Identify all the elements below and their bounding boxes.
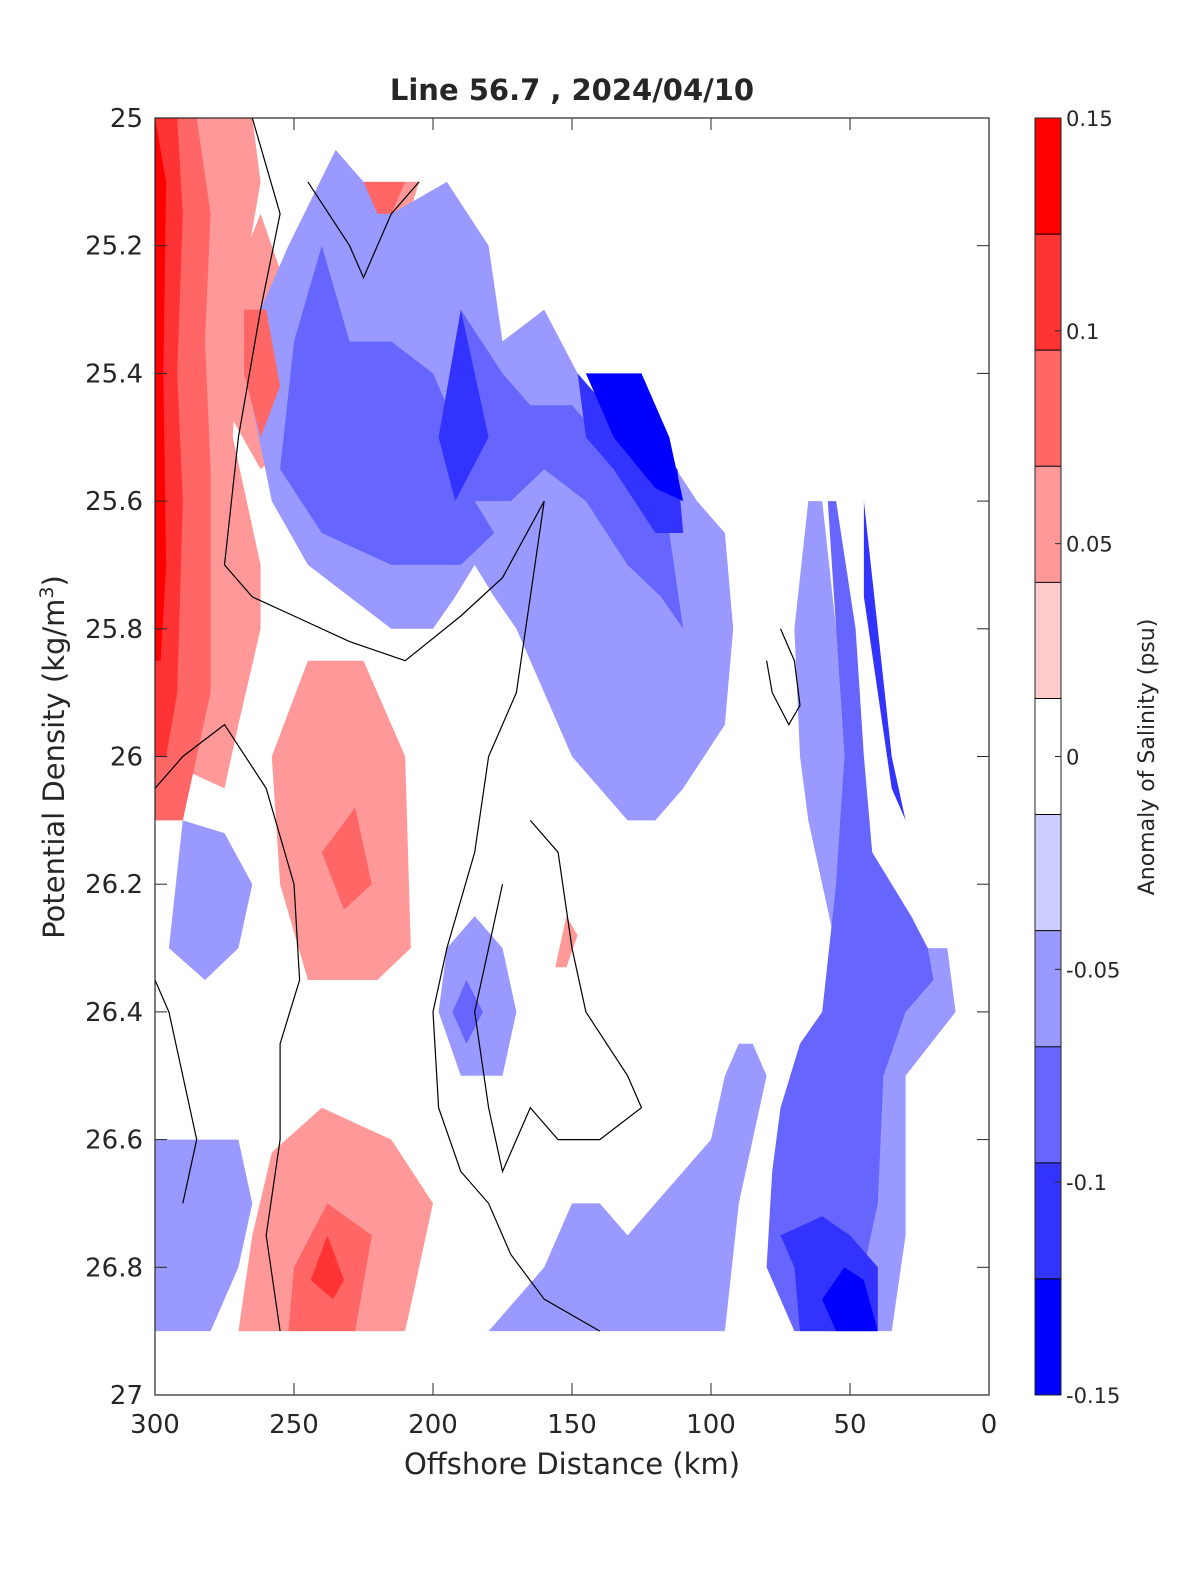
colorbar-block-9 <box>1035 1162 1061 1280</box>
anomaly-region-17 <box>438 309 489 502</box>
y-axis-label: Potential Density (kg/m3) <box>36 575 71 939</box>
colorbar-block-7 <box>1035 930 1061 1048</box>
zero-contour-lines <box>154 117 801 1332</box>
colorbar-tick-label-4: -0.05 <box>1066 958 1120 982</box>
colorbar-tick-label-1: 0.1 <box>1066 320 1099 344</box>
zero-contour-line-1 <box>307 181 420 280</box>
colorbar-ticks: 0.15 0.1 0.05 0 -0.05 -0.1 -0.15 <box>1055 107 1120 1408</box>
zero-contour-line-4 <box>154 979 198 1204</box>
colorbar-block-1 <box>1035 234 1061 351</box>
anomaly-region-12 <box>310 1235 344 1300</box>
colorbar-block-8 <box>1035 1046 1061 1164</box>
colorbar-tick-label-3: 0 <box>1066 746 1079 770</box>
colorbar-block-0 <box>1035 118 1061 235</box>
contour-regions <box>155 118 956 1332</box>
y-tick-label-5: 26 <box>110 743 143 773</box>
y-tick-label-10: 27 <box>110 1381 143 1411</box>
colorbar-block-10 <box>1035 1278 1061 1396</box>
zero-contour-line-2 <box>766 628 801 726</box>
y-axis-label-superscript: 3 <box>36 586 58 598</box>
colorbar-label: Anomaly of Salinity (psu) <box>1135 619 1160 896</box>
colorbar-tick-label-5: -0.1 <box>1066 1171 1107 1195</box>
colorbar-tick-label-0: 0.15 <box>1066 107 1113 131</box>
x-tick-label-6: 0 <box>981 1410 998 1440</box>
anomaly-region-9 <box>321 807 372 910</box>
anomaly-region-25 <box>766 501 934 1332</box>
x-tick-label-0: 300 <box>130 1410 180 1440</box>
y-tick-label-3: 25.6 <box>85 487 143 517</box>
y-tick-label-6: 26.2 <box>85 870 143 900</box>
x-tick-label-5: 50 <box>833 1410 866 1440</box>
y-tick-label-9: 26.8 <box>85 1253 143 1283</box>
x-axis-label: Offshore Distance (km) <box>404 1447 740 1481</box>
anomaly-region-22 <box>452 980 483 1044</box>
anomaly-region-15 <box>280 245 495 565</box>
y-tick-label-2: 25.4 <box>85 359 143 389</box>
anomaly-region-24 <box>488 501 956 1332</box>
zero-contour-line-3 <box>154 723 301 1332</box>
y-tick-label-1: 25.2 <box>85 232 143 262</box>
y-tick-label-4: 25.8 <box>85 615 143 645</box>
x-tick-label-1: 250 <box>269 1410 319 1440</box>
colorbar-tick-label-6: -0.15 <box>1066 1384 1120 1408</box>
colorbar <box>1035 118 1061 1396</box>
x-tick-label-3: 150 <box>547 1410 597 1440</box>
zero-contour-line-5 <box>474 820 643 1174</box>
anomaly-region-3 <box>155 118 167 661</box>
anomaly-region-5 <box>244 309 281 438</box>
y-axis-label-main: Potential Density (kg/m <box>37 599 71 939</box>
y-axis-label-close: ) <box>37 575 71 586</box>
anomaly-region-28 <box>822 1267 878 1332</box>
anomaly-region-23 <box>155 1139 253 1332</box>
chart-title: Line 56.7 , 2024/04/10 <box>390 73 754 107</box>
colorbar-block-2 <box>1035 350 1061 467</box>
anomaly-region-8 <box>271 660 411 980</box>
x-tick-label-4: 100 <box>686 1410 736 1440</box>
zero-contour-line-0 <box>223 117 601 1332</box>
anomaly-region-16 <box>446 309 684 629</box>
anomaly-region-7 <box>363 181 406 214</box>
colorbar-tick-label-2: 0.05 <box>1066 533 1113 557</box>
anomaly-region-21 <box>438 916 517 1076</box>
anomaly-region-20 <box>168 820 253 980</box>
anomaly-region-13 <box>555 916 578 968</box>
x-tick-label-2: 200 <box>408 1410 458 1440</box>
colorbar-block-3 <box>1035 466 1061 583</box>
anomaly-region-19 <box>585 373 684 502</box>
colorbar-block-6 <box>1035 814 1061 932</box>
x-axis-ticks: 300 250 200 150 100 50 0 <box>130 118 997 1440</box>
y-tick-label-8: 26.6 <box>85 1126 143 1156</box>
y-tick-label-7: 26.4 <box>85 998 143 1028</box>
colorbar-block-4 <box>1035 582 1061 699</box>
y-axis-ticks: 25 25.2 25.4 25.6 25.8 26 26.2 26.4 26.6 26.8 27 <box>85 104 989 1411</box>
y-tick-label-0: 25 <box>110 104 143 134</box>
